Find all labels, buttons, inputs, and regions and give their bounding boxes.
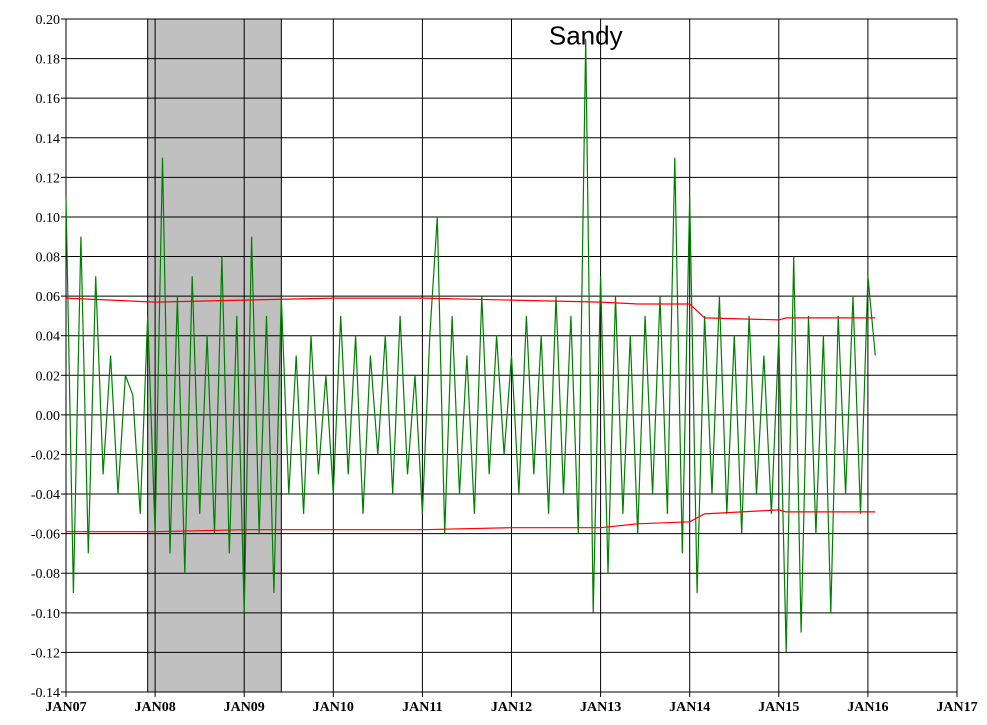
y-tick-label: -0.08	[31, 567, 60, 582]
y-tick-label: -0.10	[31, 607, 60, 622]
x-tick-label: JAN14	[669, 700, 710, 715]
y-tick-label: 0.20	[36, 13, 61, 28]
x-tick-label: JAN08	[134, 700, 175, 715]
y-tick-label: -0.04	[31, 488, 60, 503]
data-line	[65, 297, 876, 321]
y-tick-label: 0.06	[36, 290, 61, 305]
y-tick-label: -0.14	[31, 686, 60, 701]
annotation: Sandy	[549, 21, 623, 51]
data-line	[66, 509, 876, 533]
x-tick-label: JAN17	[936, 700, 977, 715]
y-tick-label: -0.12	[31, 646, 60, 661]
data-line	[65, 38, 876, 653]
y-tick-label: 0.04	[36, 330, 61, 345]
y-tick-label: -0.06	[31, 528, 60, 543]
y-tick-label: 0.10	[36, 211, 61, 226]
x-tick-label: JAN09	[224, 700, 265, 715]
x-tick-label: JAN15	[758, 700, 799, 715]
x-tick-label: JAN11	[402, 700, 442, 715]
y-tick-label: 0.12	[36, 171, 61, 186]
y-tick-label: 0.02	[36, 369, 61, 384]
y-tick-label: 0.16	[36, 92, 61, 107]
x-tick-label: JAN10	[313, 700, 354, 715]
y-tick-label: 0.08	[36, 251, 61, 266]
x-tick-label: JAN12	[491, 700, 532, 715]
plot-frame	[65, 18, 958, 693]
y-tick-label: -0.02	[31, 448, 60, 463]
x-tick-label: JAN16	[847, 700, 888, 715]
y-tick-label: 0.14	[36, 132, 61, 147]
y-tick-label: 0.18	[36, 53, 61, 68]
shaded-period	[147, 18, 282, 693]
y-tick-label: 0.00	[36, 409, 61, 424]
x-tick-label: JAN13	[580, 700, 621, 715]
x-tick-label: JAN07	[45, 700, 86, 715]
